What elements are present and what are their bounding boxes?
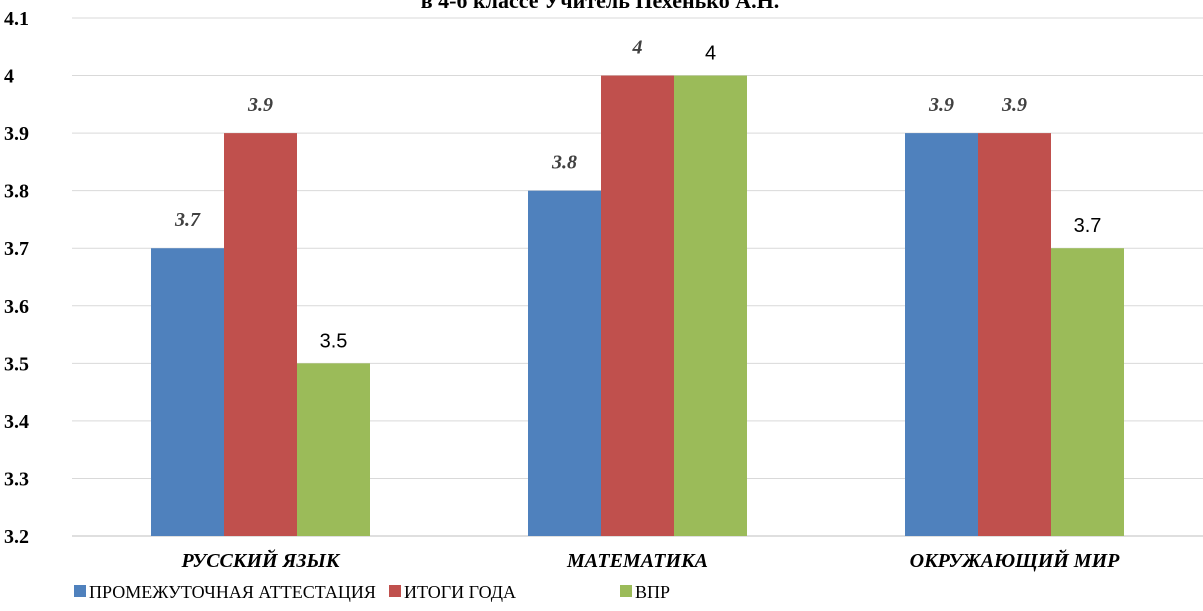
bars: [151, 75, 1124, 537]
x-tick-label: МАТЕМАТИКА: [566, 550, 708, 572]
chart-title: в 4-б классе Учитель Пехенько А.Н.: [421, 0, 779, 13]
data-label: 4: [632, 37, 643, 59]
legend-swatch: [389, 585, 401, 597]
bar-2-3: [978, 133, 1051, 536]
x-tick-label: ОКРУЖАЮЩИЙ МИР: [910, 548, 1121, 572]
y-axis-ticks: 3.2 3.3 3.4 3.5 3.6 3.7 3.8 3.9 4 4.1: [4, 8, 29, 548]
data-label: 3.9: [1001, 94, 1027, 116]
data-label: 3.9: [247, 94, 273, 116]
data-labels: 3.7 3.9 3.5 3.8 4 4 3.9 3.9 3.7: [174, 37, 1101, 353]
bar-3-3: [1051, 248, 1124, 536]
bar-3-2: [674, 75, 747, 537]
data-label: 3.7: [1074, 215, 1102, 237]
legend-label: ВПР: [635, 582, 670, 602]
y-tick-label: 3.8: [4, 181, 29, 203]
data-label: 3.5: [320, 330, 348, 352]
y-tick-label: 3.7: [4, 238, 29, 260]
y-tick-label: 3.5: [4, 353, 29, 375]
y-tick-label: 3.2: [4, 526, 29, 548]
bar-2-1: [224, 133, 297, 536]
data-label: 3.9: [928, 94, 954, 116]
x-tick-label: РУССКИЙ ЯЗЫК: [181, 548, 341, 572]
legend-swatch: [74, 585, 86, 597]
data-label: 4: [705, 43, 716, 65]
legend-label: ИТОГИ ГОДА: [404, 582, 516, 602]
y-tick-label: 4: [4, 66, 14, 88]
legend-label: ПРОМЕЖУТОЧНАЯ АТТЕСТАЦИЯ: [89, 582, 376, 602]
y-tick-label: 3.9: [4, 123, 29, 145]
legend-swatch: [620, 585, 632, 597]
legend: ПРОМЕЖУТОЧНАЯ АТТЕСТАЦИЯ ИТОГИ ГОДА ВПР: [74, 582, 670, 602]
y-tick-label: 3.4: [4, 411, 29, 433]
y-tick-label: 3.3: [4, 468, 29, 490]
bar-1-2: [528, 190, 601, 536]
bar-3-1: [297, 363, 370, 536]
bar-1-3: [905, 133, 978, 536]
data-label: 3.8: [551, 152, 577, 174]
y-tick-label: 3.6: [4, 296, 29, 318]
bar-1-1: [151, 248, 224, 536]
x-axis-ticks: РУССКИЙ ЯЗЫК МАТЕМАТИКА ОКРУЖАЮЩИЙ МИР: [181, 548, 1121, 572]
data-label: 3.7: [174, 209, 201, 231]
y-tick-label: 4.1: [4, 8, 29, 30]
bar-2-2: [601, 75, 674, 537]
